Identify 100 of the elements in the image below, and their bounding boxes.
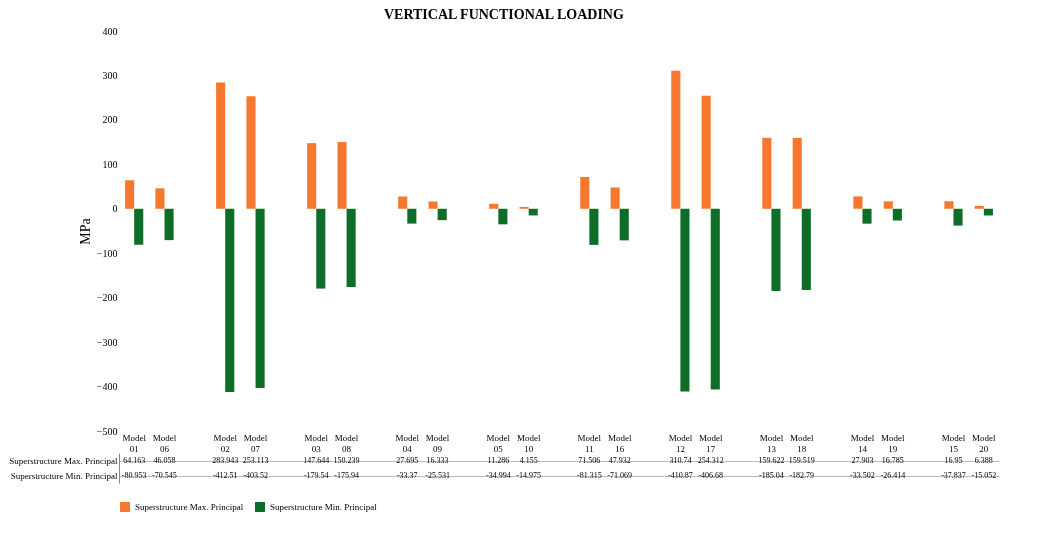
bar	[489, 203, 499, 209]
bar	[771, 208, 781, 292]
bar	[437, 208, 447, 221]
x-tick-label: Model 15	[941, 432, 966, 454]
x-tick-label: Model 14	[850, 432, 875, 454]
data-label: 159.622	[758, 455, 785, 465]
y-tick-label: 0	[112, 203, 118, 215]
bar	[862, 208, 872, 224]
x-tick-label: Model 19	[881, 432, 906, 454]
bar	[974, 205, 984, 209]
data-label: -410.87	[668, 470, 693, 480]
bar	[246, 96, 256, 209]
data-label: 27.695	[396, 455, 419, 465]
bar	[892, 208, 902, 221]
bar	[671, 70, 681, 209]
y-tick-label: −300	[96, 336, 118, 348]
bar	[316, 208, 326, 289]
bar	[225, 208, 235, 393]
data-label: 253.113	[242, 455, 269, 465]
data-label: -26.414	[880, 470, 906, 480]
data-label: 4.155	[519, 455, 538, 465]
x-tick-label: Model 10	[516, 432, 541, 454]
data-label: -14.975	[516, 470, 541, 480]
bar	[337, 142, 347, 209]
data-label: -33.37	[396, 470, 418, 480]
data-label: -179.54	[303, 470, 329, 480]
bar	[701, 95, 711, 209]
bar	[953, 208, 963, 226]
data-label: -34.994	[485, 470, 511, 480]
chart-title: VERTICAL FUNCTIONAL LOADING	[383, 7, 624, 22]
bar	[853, 196, 863, 209]
bar	[398, 196, 408, 209]
data-label: 11.286	[487, 455, 510, 465]
data-label: 46.058	[153, 455, 176, 465]
x-tick-label: Model 13	[759, 432, 784, 454]
bar	[255, 208, 265, 389]
data-label: 150.239	[333, 455, 360, 465]
bar	[134, 208, 144, 245]
text: Superstructure Min. Principal	[10, 471, 118, 481]
data-label: 159.519	[788, 455, 815, 465]
x-tick-label: Model 06	[152, 432, 177, 454]
data-label: -80.953	[121, 470, 147, 480]
bar	[944, 201, 954, 209]
data-label: 16.333	[426, 455, 449, 465]
x-tick-label: Model 11	[577, 432, 602, 454]
data-label: 27.903	[851, 455, 874, 465]
bar	[589, 208, 599, 245]
data-label: 16.95	[944, 455, 963, 465]
bar	[155, 188, 165, 209]
x-tick-label: Model 03	[304, 432, 329, 454]
data-label: 283.943	[212, 455, 239, 465]
data-label: 71.506	[578, 455, 601, 465]
x-tick-label: Model 16	[607, 432, 632, 454]
bar	[428, 201, 438, 209]
data-label: -81.315	[577, 470, 602, 480]
text: Superstructure Max. Principal	[9, 456, 118, 466]
y-tick-label: 100	[102, 158, 118, 170]
bar	[307, 143, 317, 209]
data-label: -25.531	[425, 470, 450, 480]
data-label: -15.052	[971, 470, 997, 480]
data-label: -33.502	[850, 470, 875, 480]
data-label: -175.94	[334, 470, 359, 480]
x-tick-label: Model 05	[486, 432, 511, 454]
y-tick-label: 200	[102, 114, 118, 126]
y-tick-label: −200	[96, 292, 118, 304]
bar	[710, 208, 720, 390]
bar	[801, 208, 811, 291]
y-tick-label: 300	[102, 69, 118, 81]
y-tick-label: −400	[96, 381, 118, 393]
x-tick-label: Model 02	[213, 432, 238, 454]
legend-label: Superstructure Max. Principal	[135, 502, 244, 512]
data-label: 6.388	[974, 455, 993, 465]
x-tick-label: Model 08	[334, 432, 359, 454]
y-tick-label: −100	[96, 247, 118, 259]
bar	[680, 208, 690, 392]
data-label: 64.163	[123, 455, 146, 465]
x-tick-label: Model 18	[790, 432, 815, 454]
data-label: -37.837	[941, 470, 966, 480]
x-tick-label: Model 01	[122, 432, 147, 454]
y-tick-label: −500	[96, 425, 118, 437]
bar	[164, 208, 174, 241]
bar	[407, 208, 417, 224]
data-label: 47.932	[608, 455, 631, 465]
data-label: -406.68	[698, 470, 724, 480]
x-tick-label: Model 04	[395, 432, 420, 454]
data-label: 310.74	[669, 455, 692, 465]
bar	[216, 82, 226, 209]
bar	[610, 187, 620, 209]
data-label: 16.785	[881, 455, 904, 465]
bar	[619, 208, 629, 241]
legend-label: Superstructure Min. Principal	[270, 502, 378, 512]
data-label: -412.51	[212, 470, 238, 480]
x-tick-label: Model 07	[243, 432, 268, 454]
data-label: 147.644	[303, 455, 330, 465]
bar	[346, 208, 356, 287]
data-label: -182.79	[789, 470, 815, 480]
y-tick-label: 400	[102, 25, 118, 37]
x-tick-label: Model 17	[698, 432, 723, 454]
x-tick-label: Model 09	[425, 432, 450, 454]
bar	[125, 180, 135, 209]
